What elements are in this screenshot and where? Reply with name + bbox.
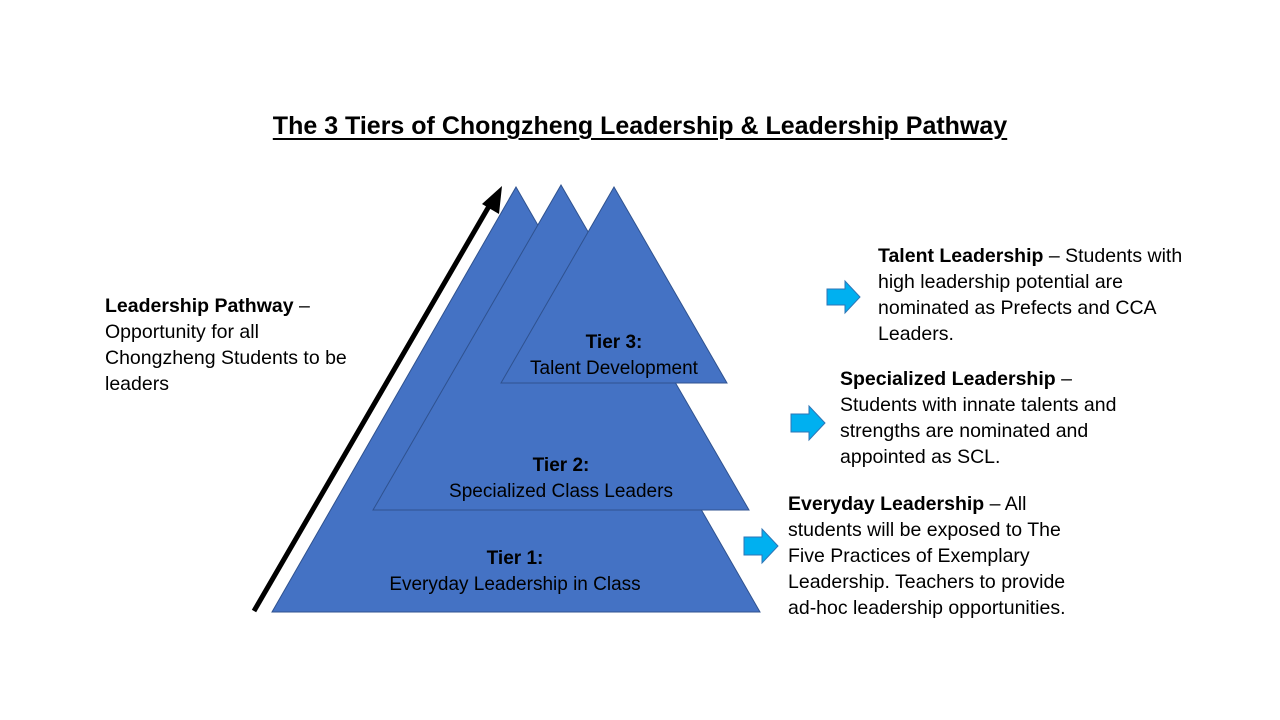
- everyday-line3: Five Practices of Exemplary: [788, 545, 1030, 567]
- talent-line1-rest: – Students with: [1043, 245, 1183, 267]
- talent-heading: Talent Leadership: [878, 245, 1044, 267]
- specialized-arrow-icon: [790, 404, 826, 442]
- talent-line3: nominated as Prefects and CCA: [878, 297, 1157, 319]
- pathway-line1: Opportunity for all: [105, 321, 259, 343]
- tier3-label: Tier 3: Talent Development: [501, 330, 727, 382]
- tier3-triangle: [500, 185, 728, 384]
- pathway-dash: –: [293, 295, 310, 317]
- everyday-line1-rest: – All: [984, 493, 1027, 515]
- everyday-heading: Everyday Leadership: [788, 493, 985, 515]
- talent-description: Talent Leadership – Students with high l…: [878, 243, 1258, 347]
- talent-line4: Leaders.: [878, 323, 954, 345]
- tier2-number: Tier 2:: [532, 455, 590, 476]
- tier2-name: Specialized Class Leaders: [449, 481, 673, 502]
- talent-arrow-icon: [826, 279, 861, 315]
- tier3-number: Tier 3:: [585, 332, 643, 353]
- pathway-line2: Chongzheng Students to be: [105, 347, 347, 369]
- pathway-heading: Leadership Pathway: [105, 295, 294, 317]
- pathway-arrow-shaft: [251, 199, 495, 613]
- specialized-description: Specialized Leadership – Students with i…: [840, 366, 1240, 470]
- specialized-line4: appointed as SCL.: [840, 446, 1001, 468]
- slide-title: The 3 Tiers of Chongzheng Leadership & L…: [272, 112, 1008, 140]
- talent-line2: high leadership potential are: [878, 271, 1124, 293]
- everyday-line5: ad-hoc leadership opportunities.: [788, 597, 1066, 619]
- everyday-arrow-icon: [743, 527, 779, 565]
- specialized-line2: Students with innate talents and: [840, 394, 1117, 416]
- pathway-description: Leadership Pathway – Opportunity for all…: [105, 293, 405, 397]
- pathway-line3: leaders: [105, 373, 169, 395]
- tier2-label: Tier 2: Specialized Class Leaders: [410, 453, 712, 505]
- specialized-line3: strengths are nominated and: [840, 420, 1089, 442]
- pathway-arrow-head: [482, 186, 502, 214]
- tier1-number: Tier 1:: [486, 548, 544, 569]
- tier1-name: Everyday Leadership in Class: [389, 574, 641, 595]
- everyday-description: Everyday Leadership – All students will …: [788, 491, 1248, 621]
- everyday-line4: Leadership. Teachers to provide: [788, 571, 1066, 593]
- specialized-line1-rest: –: [1055, 368, 1072, 390]
- specialized-heading: Specialized Leadership: [840, 368, 1056, 390]
- everyday-line2: students will be exposed to The: [788, 519, 1061, 541]
- tier1-label: Tier 1: Everyday Leadership in Class: [340, 546, 690, 598]
- tier3-name: Talent Development: [530, 358, 698, 379]
